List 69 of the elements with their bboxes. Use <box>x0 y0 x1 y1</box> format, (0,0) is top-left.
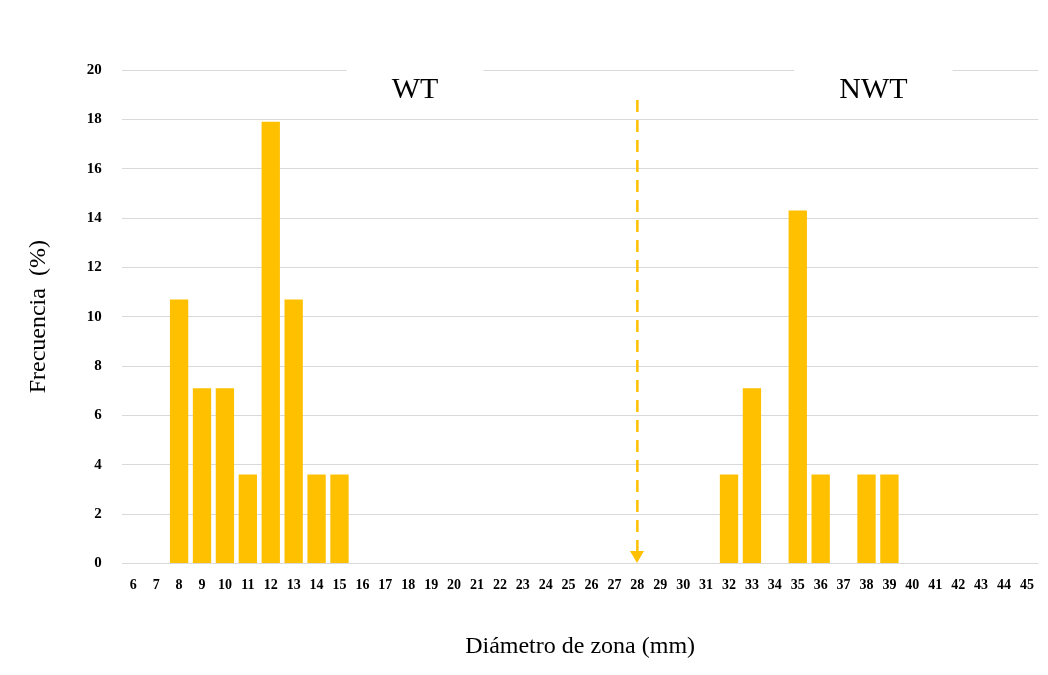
x-tick-label: 21 <box>469 577 484 593</box>
x-tick-label: 11 <box>241 577 255 593</box>
x-tick-label: 33 <box>744 577 759 593</box>
x-tick-label: 20 <box>447 577 462 593</box>
y-tick-label: 8 <box>94 356 102 373</box>
x-tick-label: 26 <box>584 577 599 593</box>
x-tick-label: 24 <box>538 577 553 593</box>
y-axis-title: Frecuencia (%) <box>23 240 50 394</box>
y-tick-label: 0 <box>94 554 102 571</box>
x-tick-label: 25 <box>561 577 576 593</box>
x-tick-label: 31 <box>699 577 714 593</box>
x-tick-label: 36 <box>813 577 828 593</box>
x-tick-label: 6 <box>129 577 137 593</box>
y-tick-label: 16 <box>86 159 103 176</box>
x-tick-label: 37 <box>836 577 851 593</box>
x-tick-label: 23 <box>515 577 530 593</box>
x-tick-label: 18 <box>401 577 416 593</box>
x-tick-label: 44 <box>996 577 1011 593</box>
x-tick-label: 42 <box>951 577 966 593</box>
x-tick-label: 41 <box>928 577 943 593</box>
bar <box>215 388 235 563</box>
x-axis-title: Diámetro de zona (mm) <box>465 631 696 658</box>
x-tick-label: 15 <box>332 577 347 593</box>
x-tick-label: 13 <box>286 577 301 593</box>
x-tick-label: 27 <box>607 577 622 593</box>
x-tick-label: 34 <box>767 577 782 593</box>
bar <box>307 474 326 563</box>
annotation: WT <box>391 70 439 104</box>
x-tick-label: 8 <box>175 577 183 593</box>
x-tick-label: 40 <box>905 577 920 593</box>
x-tick-label: 22 <box>492 577 507 593</box>
bar <box>811 474 830 563</box>
x-tick-label: 45 <box>1019 577 1034 593</box>
x-tick-label: 30 <box>676 577 691 593</box>
y-tick-label: 20 <box>86 60 102 77</box>
bar <box>261 121 280 563</box>
y-tick-label: 18 <box>86 110 102 127</box>
y-tick-label: 10 <box>86 307 102 324</box>
x-tick-label: 32 <box>722 577 737 593</box>
bar <box>880 474 899 563</box>
x-tick-label: 12 <box>263 577 278 593</box>
bar <box>742 388 762 563</box>
x-tick-label: 17 <box>378 577 393 593</box>
bar <box>719 474 739 563</box>
bar <box>169 299 189 563</box>
bar <box>284 299 303 563</box>
bar <box>857 474 876 563</box>
x-tick-label: 28 <box>630 577 645 593</box>
bar <box>330 474 349 563</box>
bar <box>238 474 257 563</box>
x-tick-label: 43 <box>974 577 989 593</box>
x-tick-label: 14 <box>309 577 324 593</box>
x-tick-label: 16 <box>355 577 370 593</box>
x-tick-label: 38 <box>859 577 874 593</box>
annotation: NWT <box>839 70 908 104</box>
bar <box>788 210 807 563</box>
bar <box>192 388 212 563</box>
x-tick-label: 29 <box>653 577 668 593</box>
y-tick-label: 4 <box>94 455 103 472</box>
y-tick-label: 2 <box>94 504 102 521</box>
x-tick-label: 19 <box>424 577 439 593</box>
x-tick-label: 35 <box>790 577 805 593</box>
y-tick-label: 14 <box>86 208 103 225</box>
x-tick-label: 10 <box>217 577 232 593</box>
x-tick-label: 7 <box>152 577 160 593</box>
y-tick-label: 12 <box>86 258 102 275</box>
x-tick-label: 9 <box>198 577 206 593</box>
y-tick-label: 6 <box>94 406 103 423</box>
x-tick-label: 39 <box>882 577 897 593</box>
